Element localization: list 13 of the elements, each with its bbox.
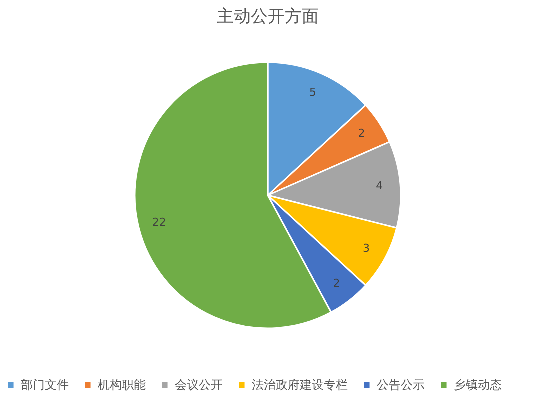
data-label: 5 xyxy=(309,86,316,99)
data-label: 4 xyxy=(376,179,384,192)
legend-label: 会议公开 xyxy=(175,378,223,392)
data-label: 2 xyxy=(358,127,366,140)
legend-label: 机构职能 xyxy=(98,378,146,392)
legend-label: 法治政府建设专栏 xyxy=(252,378,348,392)
data-label: 3 xyxy=(363,242,370,255)
data-label: 22 xyxy=(152,216,166,229)
legend-label: 部门文件 xyxy=(21,378,69,392)
legend-label: 乡镇动态 xyxy=(454,378,502,392)
data-label: 2 xyxy=(333,276,340,290)
legend-label: 公告公示 xyxy=(377,378,425,392)
chart-title: 主动公开方面 xyxy=(217,7,319,27)
